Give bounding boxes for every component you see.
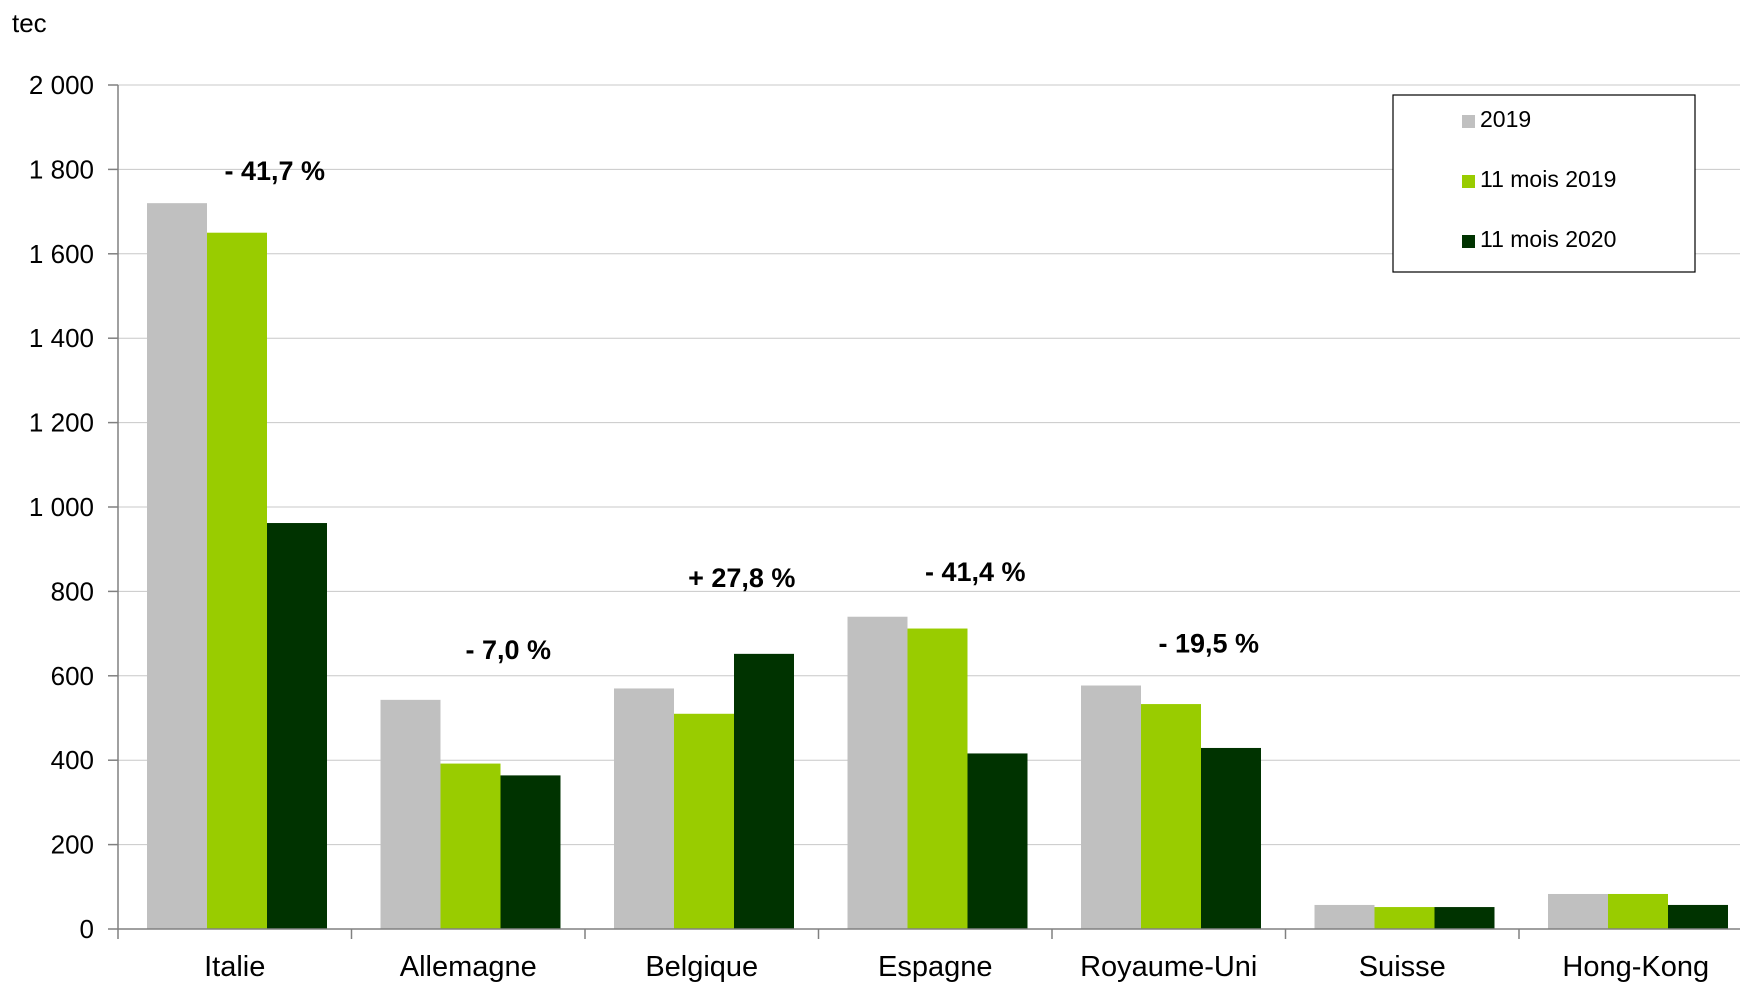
bar <box>614 688 674 929</box>
legend-label: 2019 <box>1480 106 1531 132</box>
bar <box>267 523 327 929</box>
bar <box>1141 704 1201 929</box>
bar <box>1314 904 1375 929</box>
category-labels: Italie Allemagne Belgique Espagne Royaume-Un… <box>204 951 1709 983</box>
bar <box>147 203 207 929</box>
legend-swatch <box>1462 175 1475 188</box>
bar <box>907 628 968 929</box>
bar <box>967 753 1028 929</box>
y-tick-label: 2 000 <box>29 70 94 100</box>
y-unit-label: tec <box>12 8 47 38</box>
y-tick-label: 400 <box>51 745 94 775</box>
change-annotation: - 7,0 % <box>465 635 551 665</box>
bar <box>1608 893 1668 929</box>
bar <box>1668 904 1728 929</box>
legend: 2019 11 mois 2019 11 mois 2020 <box>1392 94 1696 273</box>
y-tick-labels: 0 200 400 600 800 1 000 1 200 1 400 1 600 1 800 2 … <box>29 70 94 944</box>
y-tick-label: 600 <box>51 661 94 691</box>
bar <box>674 713 734 929</box>
category-label: Allemagne <box>400 951 537 983</box>
bar <box>207 232 267 929</box>
category-label: Belgique <box>645 951 758 983</box>
legend-swatch <box>1462 235 1475 248</box>
category-label: Italie <box>204 951 265 983</box>
legend-box <box>1392 94 1696 273</box>
bar <box>1374 907 1435 929</box>
bar <box>1434 907 1495 929</box>
legend-label: 11 mois 2020 <box>1480 226 1616 252</box>
category-label: Hong-Kong <box>1562 951 1709 983</box>
category-label: Royaume-Uni <box>1080 951 1257 983</box>
y-tick-label: 800 <box>51 576 94 606</box>
bar <box>1548 893 1608 929</box>
bar <box>847 616 908 929</box>
y-tick-label: 1 400 <box>29 323 94 353</box>
y-tick-label: 0 <box>80 914 94 944</box>
y-tick-label: 1 600 <box>29 239 94 269</box>
bar <box>380 699 441 929</box>
change-annotation: - 41,4 % <box>925 557 1026 587</box>
change-annotation: - 19,5 % <box>1158 629 1259 659</box>
bar <box>734 653 794 929</box>
axes <box>117 85 1740 930</box>
y-tick-label: 200 <box>51 830 94 860</box>
y-tick-label: 1 200 <box>29 408 94 438</box>
category-label: Espagne <box>878 951 993 983</box>
change-annotation: + 27,8 % <box>688 563 795 593</box>
bar <box>500 775 561 929</box>
y-tick-label: 1 000 <box>29 492 94 522</box>
bar <box>1081 685 1141 929</box>
legend-swatch <box>1462 115 1475 128</box>
legend-label: 11 mois 2019 <box>1480 166 1616 192</box>
annotations: - 41,7 % - 7,0 % + 27,8 % - 41,4 % - 19,5 % <box>224 156 1259 665</box>
bar <box>1201 747 1261 929</box>
bar <box>440 763 501 929</box>
bars <box>147 203 1728 929</box>
y-tick-label: 1 800 <box>29 154 94 184</box>
change-annotation: - 41,7 % <box>224 156 325 186</box>
category-label: Suisse <box>1359 951 1446 983</box>
